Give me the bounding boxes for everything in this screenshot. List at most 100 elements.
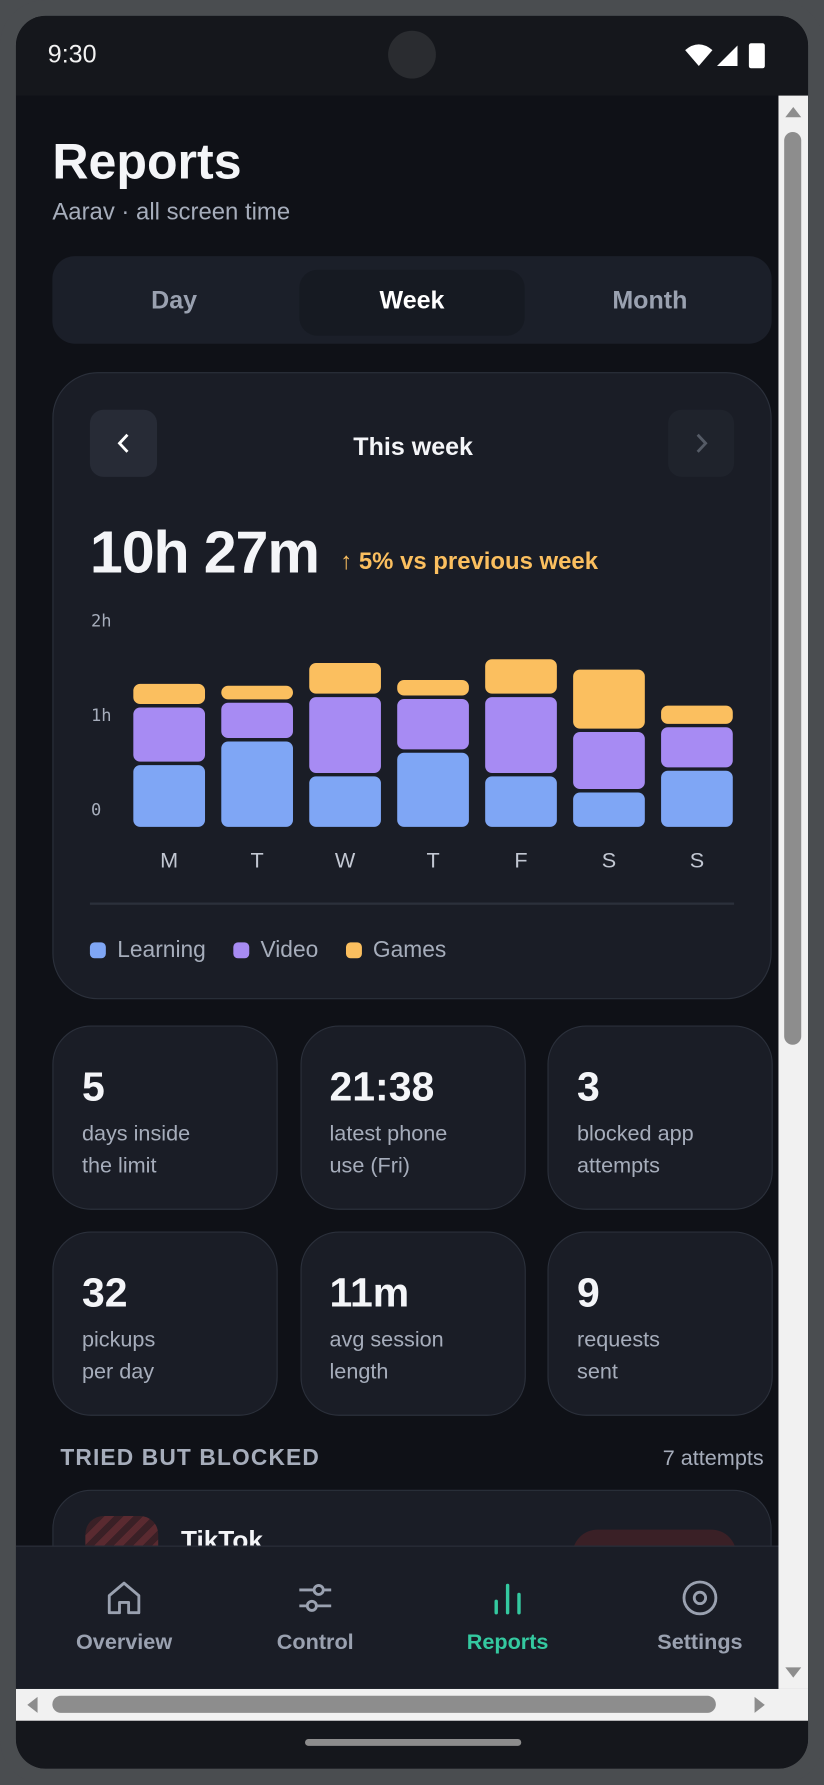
status-icons xyxy=(685,43,765,69)
bar-segment xyxy=(133,683,206,705)
bar-segment xyxy=(397,698,469,750)
legend-item: Video xyxy=(233,934,318,966)
nav-item[interactable]: Control xyxy=(224,1547,406,1690)
bar-segment xyxy=(573,732,645,790)
stat-value: 21:38 xyxy=(329,1063,435,1110)
bar-segment xyxy=(221,685,293,700)
stat-label: sent xyxy=(577,1360,618,1384)
h-scroll-thumb[interactable] xyxy=(52,1695,716,1713)
nav-label: Control xyxy=(276,1630,354,1655)
gesture-area xyxy=(15,1720,809,1769)
tab[interactable]: Week xyxy=(379,285,445,315)
bar-segment xyxy=(573,669,645,729)
bar-segment xyxy=(309,776,381,827)
nav-label: Overview xyxy=(75,1630,173,1655)
x-tick-label: M xyxy=(160,847,178,872)
legend-label: Learning xyxy=(117,937,206,963)
bar-segment xyxy=(661,770,733,827)
camera xyxy=(388,30,436,79)
legend: Learning Video Games xyxy=(89,934,447,966)
stat-card: 11m avg session length xyxy=(299,1231,526,1416)
chart-title: This week xyxy=(353,432,473,461)
legend-swatch xyxy=(89,942,106,959)
stat-label: attempts xyxy=(577,1154,660,1178)
legend-swatch xyxy=(345,942,362,959)
chart: 0 1h 2h M T W T F S S xyxy=(91,611,733,872)
legend-item: Learning xyxy=(89,934,206,966)
bar-segment xyxy=(397,680,469,696)
status-bar: 9:30 xyxy=(15,15,809,96)
period-tabs: Day Week Month xyxy=(52,256,772,344)
stat-label: latest phone xyxy=(329,1122,448,1147)
legend-item: Games xyxy=(345,934,447,966)
tab[interactable]: Day xyxy=(151,285,198,315)
stat-label: pickups xyxy=(81,1328,156,1353)
stat-value: 5 xyxy=(81,1063,105,1110)
bar-segment xyxy=(397,752,469,827)
bar-segment xyxy=(485,776,557,827)
bar-segment xyxy=(661,727,733,768)
stat-label: per day xyxy=(81,1360,155,1384)
legend-label: Games xyxy=(372,937,447,963)
stat-label: length xyxy=(329,1360,389,1384)
v-scrollbar[interactable] xyxy=(778,95,809,1689)
next-button[interactable] xyxy=(668,409,735,477)
clock: 9:30 xyxy=(47,39,97,69)
change: ↑ 5% vs previous week xyxy=(340,548,599,575)
bar-segment xyxy=(485,659,557,694)
stat-label: days inside xyxy=(81,1122,191,1147)
tab[interactable]: Month xyxy=(612,285,688,315)
nav-item[interactable]: Reports xyxy=(417,1547,599,1690)
bottom-nav: Overview Control Reports Settings xyxy=(15,1545,779,1691)
stat-label: requests xyxy=(577,1328,660,1353)
stat-value: 3 xyxy=(577,1063,600,1110)
nav-item[interactable]: Overview xyxy=(33,1547,215,1690)
stat-card: 5 days inside the limit xyxy=(52,1025,278,1210)
bar-segment xyxy=(485,697,557,773)
x-tick-label: S xyxy=(602,847,616,872)
x-tick-label: F xyxy=(514,847,527,872)
attempt-count: 7 attempts xyxy=(662,1446,764,1471)
y-tick-label: 0 xyxy=(91,800,101,820)
stat-value: 32 xyxy=(81,1269,128,1316)
y-tick-label: 1h xyxy=(91,706,112,726)
bar-segment xyxy=(309,697,381,773)
y-tick-label: 2h xyxy=(91,611,112,631)
bar-segment xyxy=(221,741,293,827)
stat-card: 9 requests sent xyxy=(547,1231,773,1416)
gesture-bar xyxy=(305,1739,522,1746)
stat-card: 21:38 latest phone use (Fri) xyxy=(299,1025,526,1210)
v-scroll-thumb[interactable] xyxy=(784,132,802,1045)
nav-item[interactable]: Settings xyxy=(609,1547,791,1690)
stat-value: 11m xyxy=(329,1269,410,1316)
x-tick-label: T xyxy=(251,847,264,872)
x-tick-label: S xyxy=(690,847,704,872)
x-tick-label: W xyxy=(335,847,356,872)
bar-segment xyxy=(133,707,206,762)
screen: 9:30 Reports Aarav · all screen time Day… xyxy=(15,15,809,1769)
subtitle: Aarav · all screen time xyxy=(52,199,291,226)
chart-card: This week 10h 27m ↑ 5% vs previous week … xyxy=(52,372,772,1000)
bar-segment xyxy=(661,705,733,724)
divider xyxy=(89,902,735,905)
nav-label: Reports xyxy=(466,1630,549,1655)
total: 10h 27m xyxy=(89,520,320,587)
tab-selected-bg xyxy=(299,269,525,336)
stat-card: 3 blocked app attempts xyxy=(547,1025,773,1210)
bar-segment xyxy=(573,792,645,827)
page-title: Reports xyxy=(52,134,242,191)
bar-segment xyxy=(221,702,293,739)
nav-label: Settings xyxy=(657,1630,743,1655)
stat-label: avg session xyxy=(329,1328,444,1353)
stat-label: blocked app xyxy=(577,1122,694,1147)
h-scrollbar[interactable] xyxy=(15,1688,809,1721)
x-tick-label: T xyxy=(426,847,439,872)
stat-label: use (Fri) xyxy=(329,1154,410,1178)
section-title: TRIED BUT BLOCKED xyxy=(60,1445,320,1471)
stat-value: 9 xyxy=(577,1269,600,1316)
prev-button[interactable] xyxy=(89,409,158,477)
legend-swatch xyxy=(233,942,250,959)
